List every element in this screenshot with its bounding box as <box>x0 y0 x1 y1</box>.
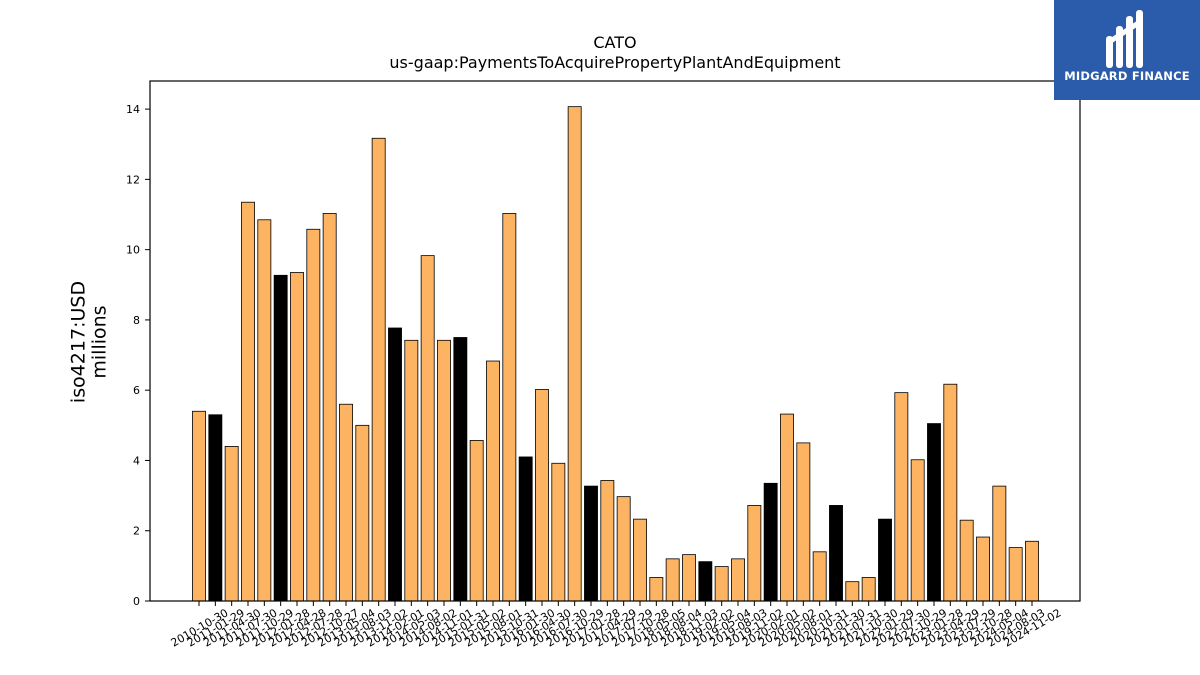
bar <box>1008 547 1023 602</box>
bar <box>649 577 664 602</box>
bar <box>322 213 337 602</box>
bar <box>290 272 304 602</box>
bar <box>731 558 745 602</box>
bar <box>616 496 631 602</box>
bar <box>780 413 794 602</box>
bar <box>943 383 958 602</box>
bar <box>371 137 386 602</box>
y-axis-ticks: 0 2 4 6 8 10 12 14 <box>126 103 150 608</box>
bar <box>388 327 402 602</box>
bar <box>992 485 1007 602</box>
bar <box>633 518 647 602</box>
y-tick-label: 14 <box>126 103 140 116</box>
bar <box>273 274 288 602</box>
y-axis-label-line: millions <box>89 305 111 378</box>
y-tick-label: 4 <box>133 454 140 467</box>
bar <box>812 551 827 602</box>
bar <box>959 519 974 602</box>
bar <box>878 518 892 602</box>
bar <box>404 339 419 602</box>
bar <box>469 440 484 602</box>
bar <box>502 213 517 602</box>
bar <box>894 392 909 602</box>
bar <box>910 459 925 602</box>
y-tick-label: 12 <box>126 173 140 186</box>
bar <box>845 581 860 602</box>
bar <box>682 554 696 602</box>
bar <box>306 228 321 602</box>
bar <box>1025 540 1039 602</box>
y-axis-label: iso4217:USD millions <box>68 281 111 403</box>
bar <box>339 403 353 602</box>
bar <box>584 485 598 602</box>
chart-subtitle: us-gaap:PaymentsToAcquirePropertyPlantAn… <box>389 53 840 72</box>
bar <box>208 414 223 602</box>
bar <box>567 106 582 602</box>
bar <box>355 424 370 602</box>
bar <box>192 410 206 602</box>
bar <box>796 442 811 602</box>
y-tick-label: 2 <box>133 525 140 538</box>
bar <box>829 505 843 602</box>
bar <box>437 339 451 602</box>
bar <box>551 462 566 602</box>
chart-title: CATO <box>593 33 636 52</box>
bar <box>257 219 272 602</box>
bars-group <box>192 106 1039 602</box>
logo-text: MIDGARD FINANCE <box>1064 69 1190 83</box>
bar <box>747 505 762 602</box>
bar <box>224 446 239 602</box>
y-tick-label: 0 <box>133 595 140 608</box>
y-axis-label-line: iso4217:USD <box>68 281 90 403</box>
bar <box>600 480 615 602</box>
bar <box>665 558 680 602</box>
bar <box>763 482 778 602</box>
bar <box>861 577 876 602</box>
bar <box>453 337 468 602</box>
midgard-finance-logo: MIDGARD FINANCE <box>1054 0 1200 100</box>
bar <box>518 456 533 602</box>
midgard-logo-icon <box>1106 10 1143 68</box>
y-tick-label: 8 <box>133 314 140 327</box>
bar <box>927 423 941 602</box>
plot-frame <box>149 80 1081 602</box>
x-axis-ticks: 2010-10-302011-01-292011-04-302011-07-30… <box>169 601 1064 650</box>
bar <box>241 201 255 602</box>
y-tick-label: 10 <box>126 244 140 257</box>
y-tick-label: 6 <box>133 384 140 397</box>
bar <box>698 561 713 602</box>
bar <box>535 389 549 602</box>
bar <box>714 566 729 602</box>
bar <box>420 255 435 602</box>
bar <box>486 360 500 602</box>
bar <box>976 536 990 602</box>
